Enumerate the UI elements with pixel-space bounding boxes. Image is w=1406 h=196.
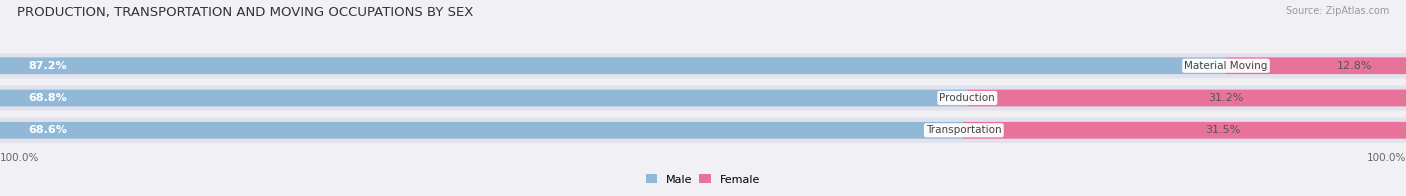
Text: 68.8%: 68.8% — [28, 93, 67, 103]
Text: 31.5%: 31.5% — [1206, 125, 1241, 135]
FancyBboxPatch shape — [0, 90, 967, 106]
Text: 100.0%: 100.0% — [0, 153, 39, 163]
Legend: Male, Female: Male, Female — [641, 170, 765, 189]
Text: 100.0%: 100.0% — [1367, 153, 1406, 163]
Text: 68.6%: 68.6% — [28, 125, 67, 135]
FancyBboxPatch shape — [0, 122, 965, 139]
FancyBboxPatch shape — [0, 57, 1226, 74]
FancyBboxPatch shape — [0, 118, 1406, 143]
Text: Source: ZipAtlas.com: Source: ZipAtlas.com — [1285, 6, 1389, 16]
FancyBboxPatch shape — [0, 53, 1406, 78]
Text: PRODUCTION, TRANSPORTATION AND MOVING OCCUPATIONS BY SEX: PRODUCTION, TRANSPORTATION AND MOVING OC… — [17, 6, 474, 19]
Text: Production: Production — [939, 93, 995, 103]
FancyBboxPatch shape — [1226, 57, 1406, 74]
FancyBboxPatch shape — [963, 122, 1406, 139]
Text: 87.2%: 87.2% — [28, 61, 66, 71]
FancyBboxPatch shape — [967, 90, 1406, 106]
Text: 12.8%: 12.8% — [1337, 61, 1372, 71]
Text: 31.2%: 31.2% — [1208, 93, 1243, 103]
Text: Material Moving: Material Moving — [1184, 61, 1268, 71]
FancyBboxPatch shape — [0, 85, 1406, 111]
Text: Transportation: Transportation — [927, 125, 1001, 135]
